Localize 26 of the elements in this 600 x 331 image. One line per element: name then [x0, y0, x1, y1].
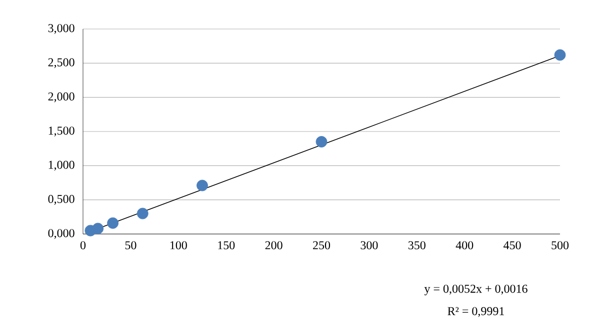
text: R² = 0,9991 — [448, 307, 504, 317]
point — [92, 222, 104, 234]
y-tick-label: 1,500 — [48, 126, 74, 136]
point — [554, 49, 566, 61]
point — [136, 208, 148, 220]
x-tick-label: 0 — [80, 241, 86, 250]
x-tick-label: 200 — [265, 241, 282, 250]
point — [196, 180, 208, 192]
y-tick-label: 0,500 — [48, 194, 74, 205]
x-tick-label: 500 — [552, 241, 569, 250]
point — [316, 136, 328, 148]
x-tick-label: 100 — [170, 241, 187, 250]
point — [107, 217, 119, 229]
y-tick-label: 1,000 — [48, 160, 74, 171]
x-tick-label: 50 — [125, 241, 136, 250]
x-tick-label: 450 — [504, 241, 521, 250]
x-tick-label: 250 — [313, 241, 330, 250]
x-tick-label: 150 — [218, 241, 235, 250]
text: y = 0,0052x + 0,0016 — [424, 284, 528, 296]
y-tick-label: 2,000 — [48, 92, 74, 102]
x-tick-label: 350 — [408, 241, 426, 250]
x-tick-label: 300 — [360, 241, 378, 250]
x-tick-label: 400 — [456, 241, 474, 250]
y-tick-label: 0,000 — [48, 229, 74, 239]
y-tick-label: 3,000 — [48, 24, 74, 34]
y-tick-label: 2,500 — [48, 58, 74, 68]
